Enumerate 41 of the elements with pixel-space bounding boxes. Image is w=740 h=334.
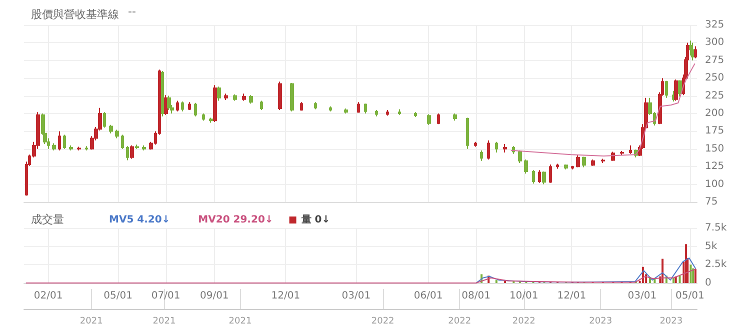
text: -- <box>128 5 136 18</box>
x-tick-label: 03/01 <box>628 290 657 302</box>
y-tick-label: 125 <box>705 161 724 172</box>
x-tick-label: 12/01 <box>557 290 586 302</box>
x2-tick-label: 2022 <box>371 316 394 326</box>
y-tick-label: 75 <box>705 196 718 208</box>
chart-title: 成交量 <box>31 213 64 226</box>
x-tick-label: 05/01 <box>676 290 704 302</box>
y-tick-label: 300 <box>705 37 724 48</box>
y-tick-label: 5k <box>705 240 718 252</box>
x2-tick-label: 2022 <box>512 316 536 326</box>
y-tick-label: 275 <box>705 54 724 66</box>
x-tick-label: 07/01 <box>151 290 180 302</box>
y-tick-label: 225 <box>705 90 724 102</box>
legend-label: 量 0↓ <box>300 214 330 226</box>
x-tick-label: 09/01 <box>200 290 229 302</box>
x-tick-label: 03/01 <box>342 290 371 302</box>
x2-tick-label: 2023 <box>589 316 612 326</box>
x2-tick-label: 2021 <box>152 316 176 326</box>
x-tick-label: 06/01 <box>414 290 443 302</box>
y-tick-label: 2.5k <box>705 259 727 270</box>
y-tick-label: 100 <box>705 178 724 190</box>
x-tick-label: 02/01 <box>34 290 63 302</box>
y-tick-label: 200 <box>705 108 724 119</box>
chart-title: 股價與營收基準線 <box>31 8 119 21</box>
x-tick-label: 08/01 <box>462 290 490 302</box>
y-tick-label: 150 <box>705 143 724 154</box>
y-tick-label: 175 <box>705 126 724 137</box>
text: MV20 29.20↓ <box>198 214 274 226</box>
x2-tick-label: 2022 <box>448 316 472 326</box>
y-tick-label: 0 <box>705 278 712 288</box>
y-tick-label: 250 <box>705 72 724 84</box>
x2-tick-label: 2023 <box>660 316 683 326</box>
x-tick-label: 10/01 <box>509 290 538 302</box>
x2-tick-label: 2021 <box>80 316 103 326</box>
x2-tick-label: 2021 <box>228 316 252 326</box>
text: MV5 4.20↓ <box>109 214 170 226</box>
y-tick-label: 325 <box>705 20 724 30</box>
x-tick-label: 12/01 <box>271 290 300 302</box>
x-tick-label: 05/01 <box>104 290 132 302</box>
y-tick-label: 7.5k <box>705 222 727 234</box>
